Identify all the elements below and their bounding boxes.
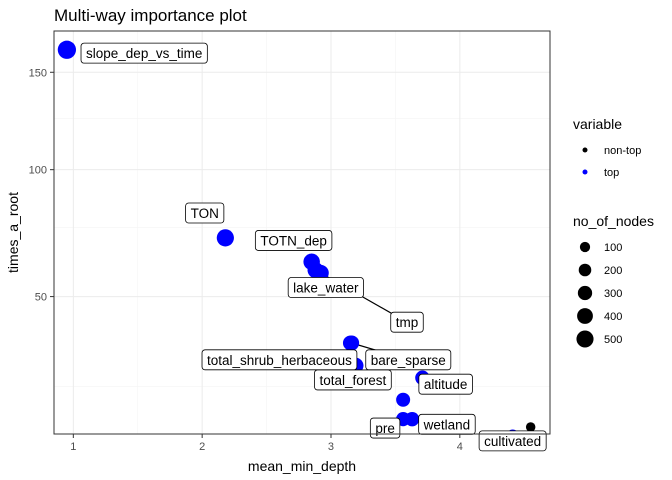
legend-size-key-300 (577, 285, 593, 301)
legend-size-label-100: 100 (604, 242, 622, 254)
legend-size-key-400 (577, 308, 593, 324)
x-tick-label: 4 (457, 441, 463, 453)
point-altitude-b (396, 392, 411, 407)
legend-size-label-300: 300 (604, 288, 622, 300)
label-box (287, 277, 364, 298)
y-axis: 50 100 150 (29, 67, 54, 304)
point-non-top-point (525, 422, 536, 432)
label-box (390, 311, 424, 333)
legend-size-key-100 (579, 241, 591, 253)
label-box (365, 349, 452, 371)
legend-size-items: 100 200 300 400 500 (576, 241, 622, 348)
label-box (369, 417, 401, 439)
label-text: lake_water (293, 281, 359, 296)
legend-size-key-500 (576, 330, 594, 348)
legend-color-key-top (582, 169, 588, 175)
label-box (418, 373, 473, 395)
label-text: pre (375, 421, 395, 436)
label-box (185, 202, 225, 224)
point-bare-sparse (342, 335, 358, 351)
plot-panel: slope_dep_vs_time TON TOTN_dep lake_watertm… (53, 30, 551, 452)
legend-color-label-non-top: non-top (604, 145, 641, 157)
point-slope-dep-vs-time (57, 40, 77, 59)
y-tick-label: 100 (29, 165, 47, 177)
label-text: tmp (396, 315, 419, 330)
legend: variable non-top top no_of_nodes 100 200 30… (573, 116, 654, 348)
legend-size-title: no_of_nodes (573, 213, 654, 229)
label-tmp: tmp (390, 311, 424, 333)
label-text: TON (191, 206, 219, 221)
legend-size-label-400: 400 (604, 311, 622, 323)
point-labels: slope_dep_vs_time TON TOTN_dep lake_watertm… (80, 42, 547, 452)
label-altitude: altitude (418, 373, 473, 395)
label-totn-dep: TOTN_dep (254, 230, 333, 251)
label-text: TOTN_dep (260, 233, 327, 248)
label-total-shrub-herbaceous: total_shrub_herbaceous (201, 349, 358, 371)
label-text: cultivated (484, 434, 541, 449)
label-wetland: wetland (418, 413, 476, 435)
point-ton (216, 229, 234, 247)
point-lake-water (307, 262, 324, 279)
y-axis-label: times_a_root (5, 192, 21, 273)
legend-color-label-top: top (604, 167, 619, 179)
label-lake-water: lake_water (287, 277, 364, 298)
x-tick-label: 3 (328, 441, 334, 453)
chart-title: Multi-way importance plot (54, 6, 247, 25)
label-text: altitude (424, 377, 468, 392)
legend-size-key-200 (578, 263, 592, 277)
label-text: total_shrub_herbaceous (207, 353, 352, 368)
label-total-forest: total_forest (314, 369, 392, 391)
label-pre: pre (369, 417, 401, 439)
label-box (201, 349, 358, 371)
label-text: total_forest (319, 373, 386, 388)
label-slope-dep-vs-time: slope_dep_vs_time (80, 42, 208, 64)
y-tick-label: 50 (35, 292, 47, 304)
label-text: wetland (423, 417, 471, 432)
x-axis-label: mean_min_depth (248, 458, 356, 474)
legend-color-items: non-top top (582, 145, 641, 179)
panel-border (53, 30, 551, 435)
label-cultivated: cultivated (478, 430, 547, 452)
legend-size-label-500: 500 (604, 334, 622, 346)
y-tick-label: 150 (29, 67, 47, 79)
label-box (80, 42, 208, 64)
legend-color-title: variable (573, 116, 622, 132)
legend-color-key-non-top (582, 147, 588, 153)
label-text: slope_dep_vs_time (86, 46, 202, 61)
label-bare-sparse: bare_sparse (365, 349, 452, 371)
x-axis: 1 2 3 4 (70, 434, 463, 453)
x-tick-label: 2 (199, 441, 205, 453)
label-ton: TON (185, 202, 225, 224)
label-text: bare_sparse (371, 353, 446, 368)
label-box (314, 369, 392, 391)
label-box (478, 430, 547, 452)
legend-size-label-200: 200 (604, 265, 622, 277)
label-box (254, 230, 333, 251)
x-tick-label: 1 (70, 441, 76, 453)
